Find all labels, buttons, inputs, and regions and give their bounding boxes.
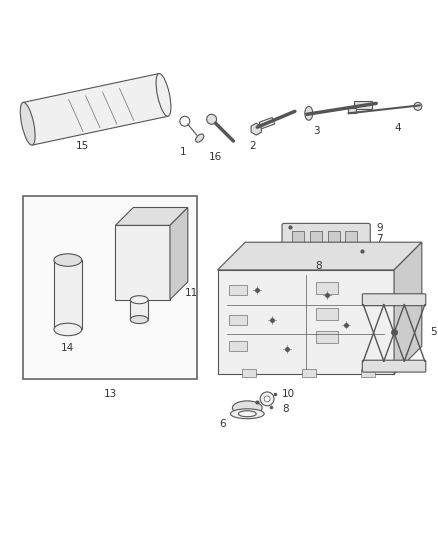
- Ellipse shape: [233, 401, 262, 415]
- Bar: [230, 285, 247, 295]
- Text: 13: 13: [103, 389, 117, 399]
- Bar: [316, 332, 338, 343]
- Polygon shape: [251, 123, 261, 135]
- Bar: [354, 101, 372, 109]
- Bar: [130, 300, 148, 320]
- Polygon shape: [218, 242, 422, 270]
- Polygon shape: [170, 207, 188, 300]
- Ellipse shape: [54, 323, 82, 336]
- Circle shape: [207, 114, 216, 124]
- Text: 10: 10: [282, 389, 295, 399]
- Circle shape: [264, 396, 270, 402]
- Polygon shape: [116, 207, 188, 225]
- Bar: [316, 282, 338, 294]
- Text: 9: 9: [376, 223, 383, 233]
- Bar: [346, 231, 357, 246]
- Bar: [349, 108, 357, 114]
- Text: 2: 2: [249, 141, 255, 151]
- Polygon shape: [394, 242, 422, 374]
- Ellipse shape: [20, 102, 35, 145]
- Bar: [292, 231, 304, 246]
- Bar: [230, 341, 247, 351]
- Ellipse shape: [130, 316, 148, 324]
- Text: 8: 8: [315, 261, 322, 271]
- Bar: [259, 117, 275, 129]
- Text: 4: 4: [395, 123, 401, 133]
- Bar: [302, 369, 316, 377]
- Text: 14: 14: [61, 343, 74, 353]
- Circle shape: [414, 102, 422, 110]
- Text: 8: 8: [282, 404, 289, 414]
- Bar: [310, 231, 321, 246]
- Bar: [242, 369, 256, 377]
- Ellipse shape: [238, 411, 256, 417]
- Bar: [316, 308, 338, 320]
- Text: 11: 11: [184, 288, 198, 298]
- Bar: [230, 314, 247, 325]
- Text: 3: 3: [314, 126, 320, 136]
- Text: 16: 16: [209, 152, 222, 162]
- FancyBboxPatch shape: [362, 360, 426, 372]
- Circle shape: [260, 392, 274, 406]
- Text: 15: 15: [76, 141, 89, 151]
- Bar: [328, 231, 339, 246]
- Text: 7: 7: [376, 234, 383, 244]
- Bar: [116, 225, 170, 300]
- Text: 5: 5: [430, 327, 436, 337]
- Ellipse shape: [156, 74, 171, 116]
- FancyBboxPatch shape: [362, 294, 426, 305]
- Text: 1: 1: [180, 147, 186, 157]
- Ellipse shape: [196, 134, 204, 142]
- Ellipse shape: [305, 107, 313, 120]
- Bar: [361, 369, 375, 377]
- Ellipse shape: [130, 296, 148, 304]
- Text: 6: 6: [219, 419, 226, 429]
- Bar: [54, 260, 82, 329]
- Ellipse shape: [54, 254, 82, 266]
- Bar: [218, 270, 394, 374]
- Bar: [23, 196, 197, 379]
- Ellipse shape: [230, 409, 264, 419]
- FancyBboxPatch shape: [282, 223, 370, 255]
- Polygon shape: [23, 74, 168, 145]
